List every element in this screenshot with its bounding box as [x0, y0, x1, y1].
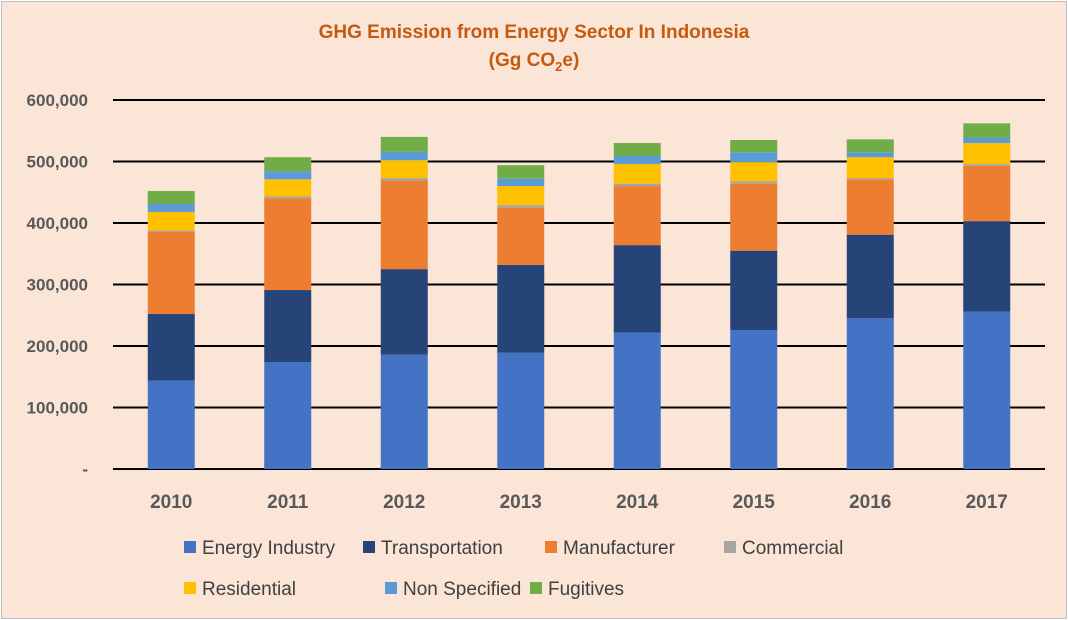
bar-segment	[497, 205, 545, 208]
x-tick-label: 2016	[849, 492, 891, 513]
bar-segment	[264, 361, 312, 469]
x-tick-label: 2015	[733, 492, 776, 513]
chart-title: GHG Emission from Energy Sector In Indon…	[319, 22, 750, 43]
bar-segment	[730, 181, 778, 184]
legend-label: Manufacturer	[563, 538, 676, 559]
bar-segment	[264, 198, 312, 291]
legend-swatch	[184, 582, 196, 594]
x-tick-label: 2013	[500, 492, 542, 513]
bar-segment	[846, 139, 894, 153]
bar-segment	[497, 178, 545, 187]
bar-segment	[147, 314, 195, 381]
bar-segment	[846, 234, 894, 319]
bar-segment	[264, 290, 312, 362]
bar-segment	[380, 160, 428, 179]
subtitle-subscript: 2	[555, 59, 562, 74]
chart-subtitle: (Gg CO2e)	[489, 50, 580, 74]
bar-segment	[846, 178, 894, 180]
bar-segment	[264, 196, 312, 199]
bar-segment	[963, 165, 1011, 222]
bar-segment	[613, 332, 661, 469]
x-tick-label: 2012	[383, 492, 425, 513]
y-tick-label: 500,000	[27, 153, 88, 172]
bar-segment	[147, 231, 195, 315]
bar-segment	[846, 157, 894, 179]
bar-segment	[497, 165, 545, 179]
bar-segment	[497, 352, 545, 469]
legend-swatch	[724, 541, 736, 553]
bar-segment	[147, 380, 195, 469]
legend-swatch	[530, 582, 542, 594]
bar-segment	[497, 207, 545, 265]
bar-segment	[613, 155, 661, 164]
bar-segment	[963, 163, 1011, 166]
bar-segment	[380, 180, 428, 270]
legend-label: Transportation	[381, 538, 503, 559]
bar-segment	[963, 311, 1011, 469]
x-tick-label: 2010	[150, 492, 192, 513]
legend-swatch	[363, 541, 375, 553]
bar-segment	[613, 245, 661, 333]
bar-segment	[730, 183, 778, 251]
bar-segment	[147, 211, 195, 231]
legend-swatch	[385, 582, 397, 594]
bar-segment	[264, 179, 312, 197]
bar-segment	[380, 136, 428, 152]
legend-swatch	[545, 541, 557, 553]
bar-segment	[264, 157, 312, 172]
bar-segment	[846, 179, 894, 235]
bar-segment	[264, 171, 312, 180]
legend-label: Commercial	[742, 538, 843, 559]
bar-segment	[846, 318, 894, 469]
bar-segment	[613, 183, 661, 187]
bar-segment	[963, 221, 1011, 312]
legend-label: Fugitives	[548, 579, 624, 600]
bar-segment	[846, 152, 894, 158]
bar-segment	[380, 151, 428, 161]
bar-segment	[613, 163, 661, 184]
bar-segment	[380, 269, 428, 355]
y-tick-label: 600,000	[27, 91, 88, 110]
bar-segment	[497, 264, 545, 353]
subtitle-part: (Gg CO	[489, 50, 556, 71]
bar-segment	[730, 330, 778, 469]
bar-segment	[613, 186, 661, 246]
bar-segment	[497, 186, 545, 206]
y-tick-label: -	[82, 460, 88, 479]
subtitle-part: e)	[562, 50, 579, 71]
bar-segment	[963, 137, 1011, 144]
bar-segment	[730, 139, 778, 153]
bar-segment	[963, 143, 1011, 164]
bar-segment	[613, 143, 661, 156]
bar-segment	[730, 250, 778, 331]
bar-segment	[380, 354, 428, 469]
y-tick-label: 400,000	[27, 214, 88, 233]
legend-label: Non Specified	[403, 579, 521, 600]
bar-segment	[963, 123, 1011, 138]
y-tick-label: 100,000	[27, 399, 88, 418]
bar-segment	[147, 191, 195, 204]
x-tick-label: 2017	[966, 492, 1008, 513]
legend-swatch	[184, 541, 196, 553]
bar-segment	[730, 152, 778, 163]
y-tick-label: 300,000	[27, 276, 88, 295]
bar-segment	[147, 230, 195, 232]
bar-segment	[380, 178, 428, 181]
bar-segment	[147, 203, 195, 212]
x-tick-label: 2011	[267, 492, 309, 513]
bar-segment	[730, 162, 778, 182]
x-tick-label: 2014	[616, 492, 659, 513]
y-tick-label: 200,000	[27, 337, 88, 356]
legend-label: Energy Industry	[202, 538, 336, 559]
legend-label: Residential	[202, 579, 296, 600]
